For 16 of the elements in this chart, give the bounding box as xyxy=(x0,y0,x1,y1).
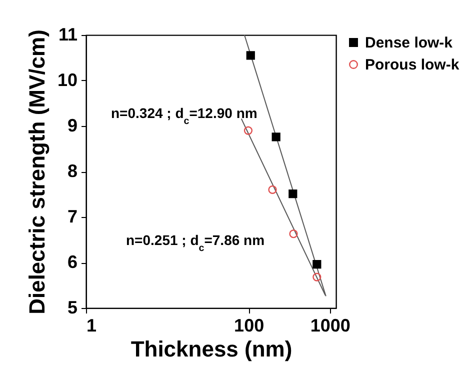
x-tick-label: 100 xyxy=(234,316,264,336)
y-axis-title: Dielectric strength (MV/cm) xyxy=(24,30,50,314)
y-tick-label: 11 xyxy=(58,24,78,44)
x-axis-title: Thickness (nm) xyxy=(130,336,292,362)
y-tick-label: 8 xyxy=(67,161,78,181)
y-tick-label: 6 xyxy=(67,252,78,272)
annotation: n=0.251 ; d$_{c}$=7.86 nm xyxy=(126,232,265,254)
x-tick-label: 1 xyxy=(86,316,97,336)
x-tick-label: 1000 xyxy=(310,316,350,336)
y-tick-label: 5 xyxy=(67,298,78,318)
y-tick-label: 9 xyxy=(67,116,78,136)
y-tick-label: 7 xyxy=(67,206,78,226)
y-tick-label: 10 xyxy=(57,70,78,90)
legend-label: Porous low-k xyxy=(365,56,460,74)
legend-label: Dense low-k xyxy=(365,34,454,52)
annotation: n=0.324 ; d$_{c}$=12.90 nm xyxy=(111,105,258,126)
